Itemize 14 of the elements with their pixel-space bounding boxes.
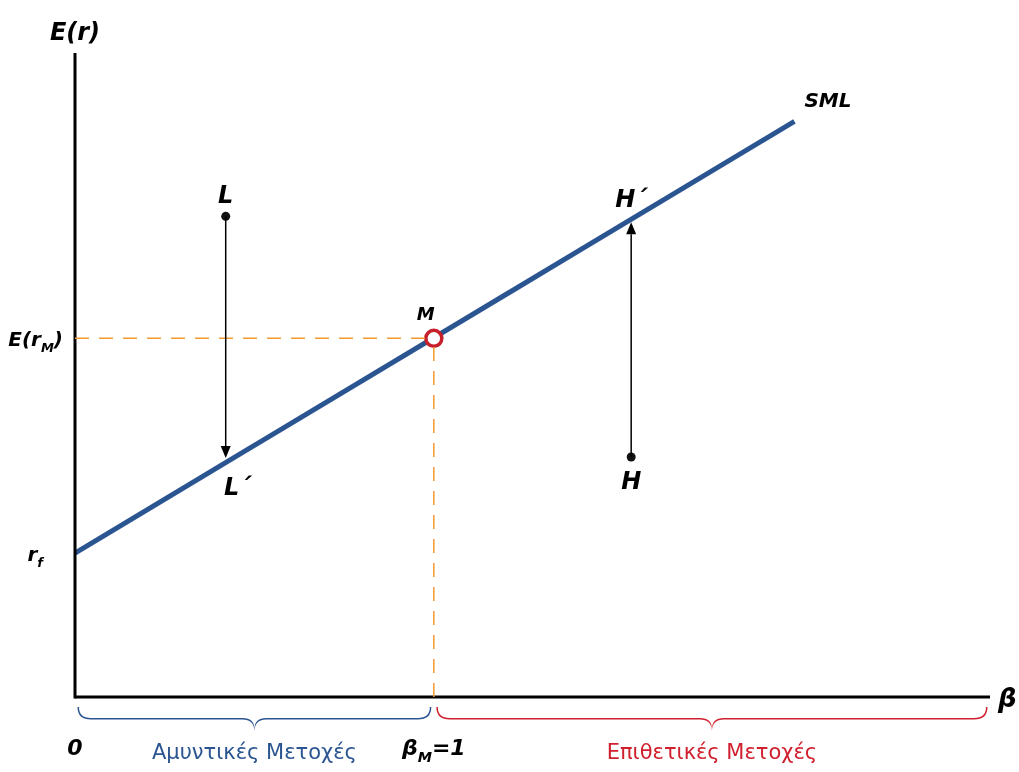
x-tick-label: β$_{M}$=1 [400, 735, 466, 765]
series-label: H [621, 466, 642, 495]
text: Επιθετικές Μετοχές [606, 740, 818, 764]
y-axis-title: E(r) [49, 18, 101, 46]
series-label: L [218, 181, 234, 210]
series-label: M [416, 303, 435, 325]
series-label: SML [804, 88, 852, 113]
text: Αμυντικές Μετοχές [151, 740, 357, 764]
x-tick-label: 0 [67, 735, 83, 760]
annotation: r$_{f}$ [27, 542, 46, 571]
x-axis-title: β [997, 683, 1017, 713]
annotation: H´ [615, 185, 649, 214]
ref-line-label: E(r$_{M}$) [8, 327, 63, 356]
annotation: L´ [224, 472, 253, 501]
